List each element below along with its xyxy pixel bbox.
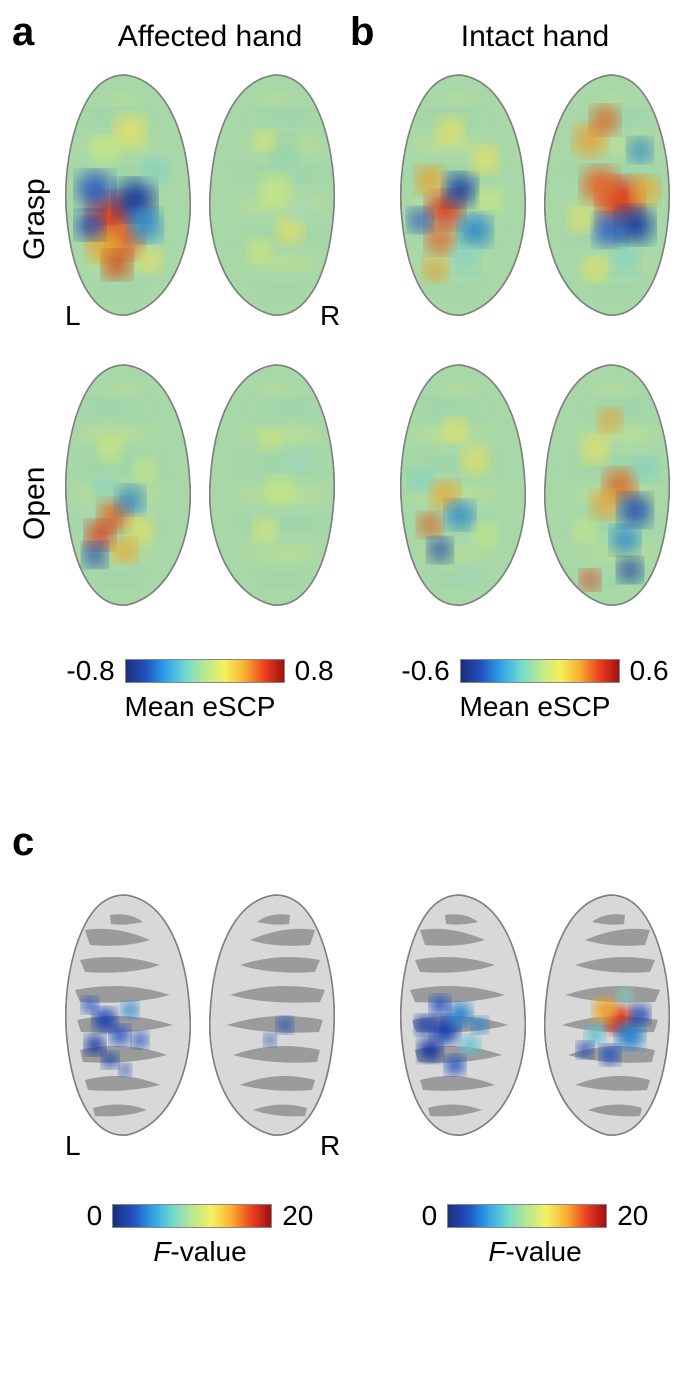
row-label-open: Open <box>18 467 52 540</box>
cb-min: 0 <box>422 1200 438 1232</box>
panel-label-a: a <box>12 10 34 55</box>
lr-label-R: R <box>320 300 340 332</box>
colorbar-fvalue-right: 0 20 F-value <box>385 1200 685 1268</box>
lr-label-R-c: R <box>320 1130 340 1162</box>
cb-min: 0 <box>87 1200 103 1232</box>
colorbar-gradient <box>112 1204 272 1228</box>
cb-axis-label: Mean eSCP <box>50 691 350 723</box>
colorbar-affected: -0.8 0.8 Mean eSCP <box>50 655 350 723</box>
brain-b-open <box>390 360 680 610</box>
cb-axis-label: F-value <box>385 1236 685 1268</box>
colorbar-intact: -0.6 0.6 Mean eSCP <box>385 655 685 723</box>
brain-c-intact <box>390 890 680 1140</box>
cb-axis-label: Mean eSCP <box>385 691 685 723</box>
cb-max: 0.8 <box>295 655 334 687</box>
cb-max: 20 <box>617 1200 648 1232</box>
cb-axis-label: F-value <box>50 1236 350 1268</box>
brain-b-grasp <box>390 70 680 320</box>
brain-c-affected <box>55 890 345 1140</box>
row-label-grasp: Grasp <box>18 178 52 260</box>
cb-max: 20 <box>282 1200 313 1232</box>
brain-a-open <box>55 360 345 610</box>
title-intact: Intact hand <box>385 20 685 54</box>
cb-min: -0.8 <box>66 655 114 687</box>
cb-max: 0.6 <box>630 655 669 687</box>
colorbar-fvalue-left: 0 20 F-value <box>50 1200 350 1268</box>
colorbar-gradient <box>447 1204 607 1228</box>
cb-min: -0.6 <box>401 655 449 687</box>
lr-label-L-c: L <box>65 1130 81 1162</box>
title-affected: Affected hand <box>60 20 360 54</box>
colorbar-gradient <box>125 659 285 683</box>
panel-label-c: c <box>12 820 34 865</box>
colorbar-gradient <box>460 659 620 683</box>
lr-label-L: L <box>65 300 81 332</box>
brain-a-grasp <box>55 70 345 320</box>
